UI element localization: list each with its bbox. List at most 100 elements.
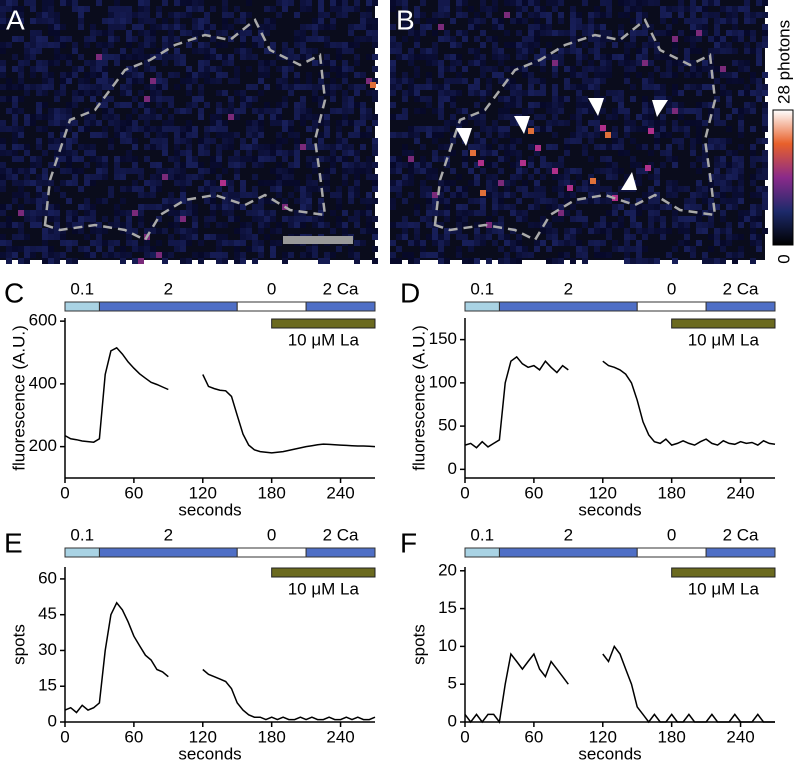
pixel xyxy=(660,132,666,138)
pixel xyxy=(456,108,462,114)
pixel xyxy=(252,96,258,102)
pixel xyxy=(624,108,630,114)
x-tick-label: 180 xyxy=(257,483,285,502)
pixel xyxy=(678,12,684,18)
pixel xyxy=(6,150,12,156)
bright-pixel xyxy=(528,128,534,134)
pixel xyxy=(516,186,522,192)
pixel xyxy=(420,186,426,192)
pixel xyxy=(174,132,180,138)
pixel xyxy=(282,168,288,174)
pixel xyxy=(414,162,420,168)
pixel xyxy=(456,192,462,198)
pixel xyxy=(144,228,150,234)
pixel xyxy=(450,66,456,72)
pixel xyxy=(486,180,492,186)
pixel xyxy=(66,198,72,204)
pixel xyxy=(618,0,624,6)
pixel xyxy=(60,78,66,84)
pixel xyxy=(18,66,24,72)
pixel xyxy=(756,186,762,192)
pixel xyxy=(552,216,558,222)
pixel xyxy=(558,192,564,198)
pixel xyxy=(234,108,240,114)
pixel xyxy=(42,234,48,240)
pixel xyxy=(480,168,486,174)
pixel xyxy=(726,180,732,186)
pixel xyxy=(474,114,480,120)
pixel xyxy=(516,102,522,108)
pixel xyxy=(684,48,690,54)
pixel xyxy=(744,6,750,12)
pixel xyxy=(288,60,294,66)
pixel xyxy=(132,144,138,150)
pixel xyxy=(84,78,90,84)
pixel xyxy=(222,252,228,258)
pixel xyxy=(126,102,132,108)
pixel xyxy=(42,78,48,84)
pixel xyxy=(672,192,678,198)
pixel xyxy=(366,6,372,12)
pixel xyxy=(678,114,684,120)
pixel xyxy=(36,84,42,90)
pixel xyxy=(0,126,6,132)
pixel xyxy=(174,162,180,168)
pixel xyxy=(756,174,762,180)
pixel xyxy=(252,108,258,114)
pixel xyxy=(564,48,570,54)
pixel xyxy=(510,96,516,102)
pixel xyxy=(156,90,162,96)
pixel xyxy=(324,252,330,258)
pixel xyxy=(204,186,210,192)
pixel xyxy=(354,222,360,228)
pixel xyxy=(606,186,612,192)
pixel xyxy=(228,54,234,60)
pixel xyxy=(714,234,720,240)
bright-pixel xyxy=(648,128,654,134)
pixel xyxy=(438,234,444,240)
pixel xyxy=(126,30,132,36)
pixel xyxy=(720,228,726,234)
pixel xyxy=(60,24,66,30)
pixel xyxy=(456,6,462,12)
pixel xyxy=(342,114,348,120)
pixel xyxy=(624,6,630,12)
pixel xyxy=(402,162,408,168)
pixel xyxy=(234,198,240,204)
pixel xyxy=(570,18,576,24)
pixel xyxy=(606,72,612,78)
treatment-bar xyxy=(271,318,376,329)
pixel xyxy=(684,18,690,24)
pixel xyxy=(336,72,342,78)
pixel xyxy=(270,60,276,66)
pixel xyxy=(726,78,732,84)
pixel xyxy=(246,96,252,102)
pixel xyxy=(114,102,120,108)
pixel xyxy=(648,120,654,126)
pixel xyxy=(618,186,624,192)
pixel xyxy=(642,126,648,132)
pixel xyxy=(36,204,42,210)
pixel xyxy=(210,168,216,174)
pixel xyxy=(264,24,270,30)
pixel xyxy=(672,216,678,222)
bright-pixel xyxy=(478,160,484,166)
pixel xyxy=(546,54,552,60)
pixel xyxy=(612,144,618,150)
pixel xyxy=(474,138,480,144)
pixel xyxy=(360,18,366,24)
pixel xyxy=(582,144,588,150)
pixel xyxy=(492,120,498,126)
pixel xyxy=(432,234,438,240)
pixel xyxy=(228,180,234,186)
pixel xyxy=(288,0,294,6)
pixel xyxy=(336,138,342,144)
protocol-segment xyxy=(98,547,238,558)
pixel xyxy=(618,60,624,66)
pixel xyxy=(666,96,672,102)
y-tick-label: 100 xyxy=(429,372,457,391)
pixel xyxy=(480,126,486,132)
pixel xyxy=(510,246,516,252)
pixel xyxy=(324,168,330,174)
pixel xyxy=(690,192,696,198)
